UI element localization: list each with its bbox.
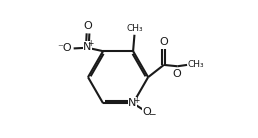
Text: O: O	[160, 37, 168, 47]
Text: CH₃: CH₃	[126, 24, 143, 33]
Text: −: −	[148, 109, 155, 118]
Text: CH₃: CH₃	[188, 60, 204, 69]
Text: O: O	[84, 21, 93, 31]
Text: O: O	[173, 69, 182, 79]
Text: +: +	[87, 39, 94, 48]
Text: +: +	[133, 96, 139, 105]
Text: N: N	[128, 98, 136, 108]
Text: ⁻O: ⁻O	[58, 43, 72, 53]
Text: N: N	[83, 42, 92, 52]
Text: O: O	[142, 107, 151, 117]
